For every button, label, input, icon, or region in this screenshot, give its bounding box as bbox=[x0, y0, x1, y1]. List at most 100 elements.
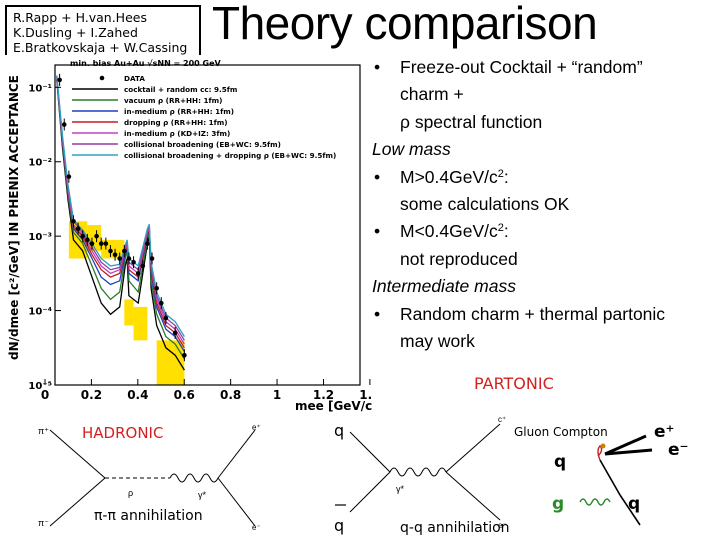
x-tick-label: 0 bbox=[41, 388, 49, 402]
gluon-compton-diagram bbox=[579, 434, 653, 526]
author-line-2: K.Dusling + I.Zahed bbox=[13, 25, 138, 40]
bullet-3-colon: : bbox=[503, 221, 509, 242]
data-point bbox=[71, 218, 76, 224]
legend-label: in-medium ρ (KD+IZ: 3fm) bbox=[124, 129, 230, 138]
bullet-1-line-1: Freeze-out Cocktail + “random” bbox=[400, 57, 643, 77]
x-tick-label: 1.2 bbox=[313, 388, 334, 402]
bullet-1: • Freeze-out Cocktail + “random” bbox=[372, 54, 717, 81]
hadronic-feynman-diagram: π⁺ π⁻ ρ γ* e⁺ e⁻ bbox=[38, 423, 261, 532]
series-line bbox=[56, 79, 185, 371]
qbar-label-bottom: q bbox=[334, 516, 345, 535]
x-tick-label: 0.4 bbox=[127, 388, 148, 402]
systematic-band bbox=[124, 299, 134, 326]
data-point bbox=[98, 241, 104, 246]
x-tick-label: 1.4 bbox=[359, 388, 372, 402]
x-axis-ticks: 0 0.2 0.4 0.6 0.8 1 1.2 1.4 bbox=[41, 379, 372, 402]
bullet-dot: • bbox=[374, 303, 381, 324]
data-point bbox=[61, 122, 67, 127]
q-label-top: q bbox=[334, 421, 345, 440]
photon-line bbox=[389, 467, 447, 477]
pipi-annihilation-label: π-π annihilation bbox=[94, 508, 203, 524]
pi-minus-symbol: π⁻ bbox=[38, 518, 49, 528]
systematic-band bbox=[133, 306, 148, 341]
data-point bbox=[145, 241, 150, 246]
plot-frame bbox=[54, 64, 361, 386]
data-point bbox=[182, 352, 187, 358]
data-point bbox=[154, 285, 159, 291]
bullet-dot: • bbox=[374, 166, 381, 187]
data-point bbox=[66, 174, 72, 179]
eminus-line bbox=[445, 471, 501, 521]
bullet-4-line-1: Random charm + thermal partonic bbox=[400, 303, 666, 324]
quark-out-line bbox=[619, 494, 641, 526]
bullet-3-sup: 2 bbox=[497, 222, 504, 235]
hadronic-label: HADRONIC bbox=[82, 424, 164, 442]
data-point bbox=[103, 241, 109, 246]
x-axis-label: mee [GeV/c²] bbox=[295, 399, 372, 413]
y-tick-label: 10⁻² bbox=[28, 158, 52, 169]
data-point bbox=[131, 259, 136, 265]
chart-header: min. bias Au+Au √sNN = 200 GeV bbox=[70, 59, 222, 68]
data-point bbox=[57, 77, 62, 83]
heading-low-mass: Low mass bbox=[372, 139, 451, 160]
q-line bbox=[349, 431, 391, 473]
gamma-star-symbol: γ* bbox=[198, 490, 207, 500]
eminus-line bbox=[217, 477, 256, 527]
bullet-3: • M<0.4GeV/c2: bbox=[372, 218, 717, 245]
eminus-symbol: e⁻ bbox=[498, 521, 507, 530]
data-point bbox=[135, 271, 141, 276]
partonic-label: PARTONIC bbox=[474, 374, 554, 393]
photon-emission bbox=[597, 445, 603, 461]
gluon-line bbox=[579, 498, 611, 506]
dilepton-spectrum-chart: 10⁻¹ 10⁻² 10⁻³ 10⁻⁴ 10⁻⁵ 0 0.2 0.4 0.6 0.8 1 1.2 1.… bbox=[0, 55, 372, 415]
legend-label: in-medium ρ (RR+HH: 1fm) bbox=[124, 107, 234, 116]
data-point bbox=[108, 248, 113, 254]
y-tick-label: 10⁻¹ bbox=[28, 83, 52, 94]
y-tick-label: 10⁻⁴ bbox=[28, 307, 52, 318]
slide-title: Theory comparison bbox=[212, 0, 598, 49]
legend-label: collisional broadening + dropping ρ (EB+… bbox=[124, 151, 336, 160]
bullet-2-colon: : bbox=[503, 166, 509, 187]
bullet-4: • Random charm + thermal partonic bbox=[372, 301, 717, 328]
qq-feynman-diagram: γ* c⁺ e⁻ bbox=[335, 415, 507, 530]
bullet-2-text: M>0.4GeV/c bbox=[400, 166, 498, 187]
x-tick-label: 0.2 bbox=[81, 388, 102, 402]
eminus-arrow bbox=[604, 448, 653, 456]
gc-q-bottom: q bbox=[628, 494, 641, 514]
data-point bbox=[85, 237, 90, 243]
data-point bbox=[163, 315, 169, 321]
legend-label: cocktail + random cc: 9.5fm bbox=[124, 85, 237, 94]
bullet-dot: • bbox=[374, 57, 381, 77]
pi-plus-symbol: π⁺ bbox=[38, 426, 49, 436]
qbar-line bbox=[349, 471, 391, 513]
eminus-symbol: e⁻ bbox=[252, 523, 261, 532]
eplus-line bbox=[445, 423, 501, 473]
data-point bbox=[158, 300, 164, 306]
bullet-3-line-2: not reproduced bbox=[400, 248, 518, 269]
author-line-1: R.Rapp + H.van.Hees bbox=[13, 10, 147, 25]
eplus-arrow bbox=[604, 434, 647, 456]
gc-gluon: g bbox=[552, 494, 565, 514]
data-point bbox=[112, 252, 118, 258]
data-points bbox=[57, 73, 187, 362]
data-point bbox=[126, 256, 132, 261]
pi-minus-line bbox=[49, 477, 106, 527]
quark-line bbox=[599, 459, 621, 496]
photon-line bbox=[169, 473, 219, 483]
gamma-star-symbol: γ* bbox=[396, 484, 405, 494]
x-tick-label: 0.8 bbox=[220, 388, 241, 402]
bullet-2-line-2: some calculations OK bbox=[400, 194, 570, 215]
series-line bbox=[56, 79, 185, 360]
legend-label: DATA bbox=[124, 74, 145, 83]
data-point bbox=[80, 233, 86, 239]
legend-label: dropping ρ (RR+HH: 1fm) bbox=[124, 118, 227, 127]
eplus-line bbox=[217, 429, 256, 479]
y-tick-label: 10⁻⁵ bbox=[28, 381, 52, 392]
bullet-1-line-2: charm + bbox=[400, 84, 464, 105]
gc-eminus: e⁻ bbox=[668, 440, 689, 460]
data-point bbox=[117, 256, 122, 261]
authors-box: R.Rapp + H.van.Hees K.Dusling + I.Zahed … bbox=[5, 5, 201, 57]
bullet-2: • M>0.4GeV/c2: bbox=[372, 164, 717, 191]
x-tick-label: 0.6 bbox=[174, 388, 195, 402]
bullet-2-sup: 2 bbox=[497, 167, 504, 180]
